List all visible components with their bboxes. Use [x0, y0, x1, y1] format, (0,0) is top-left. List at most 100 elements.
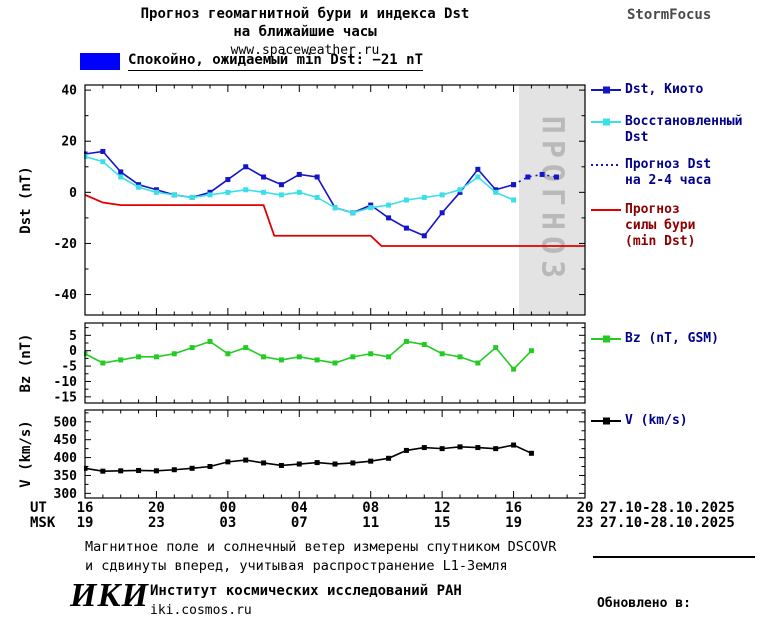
status-color-box: [80, 53, 120, 70]
y-tick-label: 0: [69, 186, 77, 201]
v-marker: [314, 460, 320, 466]
dst-kyoto-marker: [386, 215, 392, 221]
dst-kyoto-marker: [118, 169, 124, 175]
x-axis-labels: UTMSK1619202300030407081112151619202327.…: [30, 500, 735, 531]
bz-marker: [225, 351, 231, 357]
legend-bz: Bz (nT, GSM): [591, 331, 719, 347]
ut-date: 27.10-28.10.2025: [600, 500, 735, 516]
bz-marker: [153, 354, 159, 360]
bz-marker: [243, 345, 249, 351]
msk-tick-label: 07: [291, 515, 308, 531]
msk-tick-label: 11: [362, 515, 379, 531]
v-marker: [421, 445, 427, 451]
dst-restored-marker: [278, 192, 284, 198]
ut-tick-label: 08: [362, 500, 379, 516]
page-title: Прогноз геомагнитной бури и индекса Dst: [140, 6, 470, 22]
dst-kyoto-marker: [261, 174, 267, 180]
y-tick-label: 500: [54, 415, 78, 430]
forecast-band-label: ПРОГНОЗ: [534, 116, 569, 284]
ylabel-bz-panel: Bz (nT): [18, 333, 34, 392]
dst-restored-marker: [261, 189, 267, 195]
spaceweather-link[interactable]: www.spaceweather.ru: [230, 43, 380, 58]
y-tick-label: 300: [54, 487, 78, 502]
y-tick-label: -10: [54, 375, 78, 390]
legend-dst-forecast-marker-icon: [591, 164, 621, 166]
dst-restored-marker: [207, 192, 213, 198]
dst-kyoto-marker: [421, 233, 427, 239]
dst-restored-marker: [153, 189, 159, 195]
dst-forecast-line: [513, 173, 557, 186]
v-marker: [296, 461, 302, 467]
dst-kyoto-marker: [475, 166, 481, 172]
dst-restored-marker: [84, 154, 88, 160]
dst-panel: ПРОГНОЗ 40 20 0 -20 -40 Dst (nT): [18, 84, 586, 316]
y-tick-label: 20: [61, 135, 77, 150]
iki-logo: ИКИ: [70, 577, 149, 614]
msk-tick-label: 19: [505, 515, 522, 531]
dst-kyoto-marker: [314, 174, 320, 180]
legend-bz-marker-icon: [591, 335, 621, 343]
v-marker: [207, 464, 213, 470]
legend-dst-kyoto: Dst, Киото: [591, 82, 703, 98]
legend-storm-forecast: Прогноз силы бури (min Dst): [591, 202, 695, 250]
bz-marker: [475, 360, 481, 366]
y-tick-label: 0: [69, 344, 77, 359]
bz-marker: [350, 354, 356, 360]
dst-kyoto-marker: [100, 148, 106, 154]
y-tick-label: 40: [61, 84, 77, 99]
dst-restored-marker: [421, 194, 427, 200]
ut-tick-label: 04: [291, 500, 308, 516]
panel-border: [84, 409, 586, 499]
bz-marker: [368, 351, 374, 357]
dst-restored-marker: [475, 174, 481, 180]
dst-forecast-marker: [539, 171, 545, 177]
y-tick-label: 450: [54, 433, 78, 448]
legend-dst-kyoto-marker-icon: [591, 86, 621, 94]
v-marker: [493, 446, 499, 452]
dst-kyoto-marker: [457, 189, 463, 195]
note-line-1: Магнитное поле и солнечный ветер измерен…: [85, 539, 557, 555]
bz-marker: [118, 357, 124, 363]
dst-forecast-marker: [525, 174, 531, 180]
bz-marker: [332, 360, 338, 366]
storm-forecast-line: [84, 194, 585, 247]
bz-marker: [171, 351, 177, 357]
v-marker: [171, 467, 177, 473]
v-marker: [278, 462, 284, 468]
ut-row-label: UT: [30, 500, 47, 516]
v-marker: [457, 444, 463, 450]
updated-separator: [593, 556, 755, 558]
dst-restored-marker: [296, 189, 302, 195]
ut-tick-label: 16: [77, 500, 94, 516]
bz-marker: [493, 345, 499, 351]
msk-tick-label: 15: [434, 515, 451, 531]
bz-marker: [84, 351, 88, 357]
dst-restored-marker: [118, 174, 124, 180]
v-marker: [118, 468, 124, 474]
legend-storm-forecast-marker-icon: [591, 209, 621, 211]
y-tick-label: 350: [54, 469, 78, 484]
v-marker: [332, 461, 338, 467]
dst-restored-marker: [386, 202, 392, 208]
panel-border: [84, 84, 586, 316]
legend-v-marker-icon: [591, 417, 621, 425]
institute-site-link[interactable]: iki.cosmos.ru: [150, 603, 252, 618]
legend-v-label: V (km/s): [625, 413, 688, 428]
page-title-line2: на ближайшие часы: [233, 24, 377, 40]
v-marker: [528, 450, 534, 456]
dst-kyoto-marker: [278, 182, 284, 188]
bz-marker: [421, 342, 427, 348]
dst-restored-marker: [439, 192, 445, 198]
legend-storm-forecast-label: Прогноз силы бури (min Dst): [625, 202, 696, 249]
v-marker: [439, 446, 445, 452]
legend-dst-kyoto-label: Dst, Киото: [625, 82, 704, 97]
bz-marker: [278, 357, 284, 363]
dst-restored-marker: [100, 159, 106, 165]
dst-kyoto-marker: [368, 202, 374, 208]
ut-tick-label: 20: [148, 500, 165, 516]
bz-marker: [386, 354, 392, 360]
note-line-2: и сдвинуты вперед, учитывая распростране…: [85, 558, 508, 574]
dst-kyoto-marker: [207, 189, 213, 195]
dst-restored-marker: [225, 189, 231, 195]
